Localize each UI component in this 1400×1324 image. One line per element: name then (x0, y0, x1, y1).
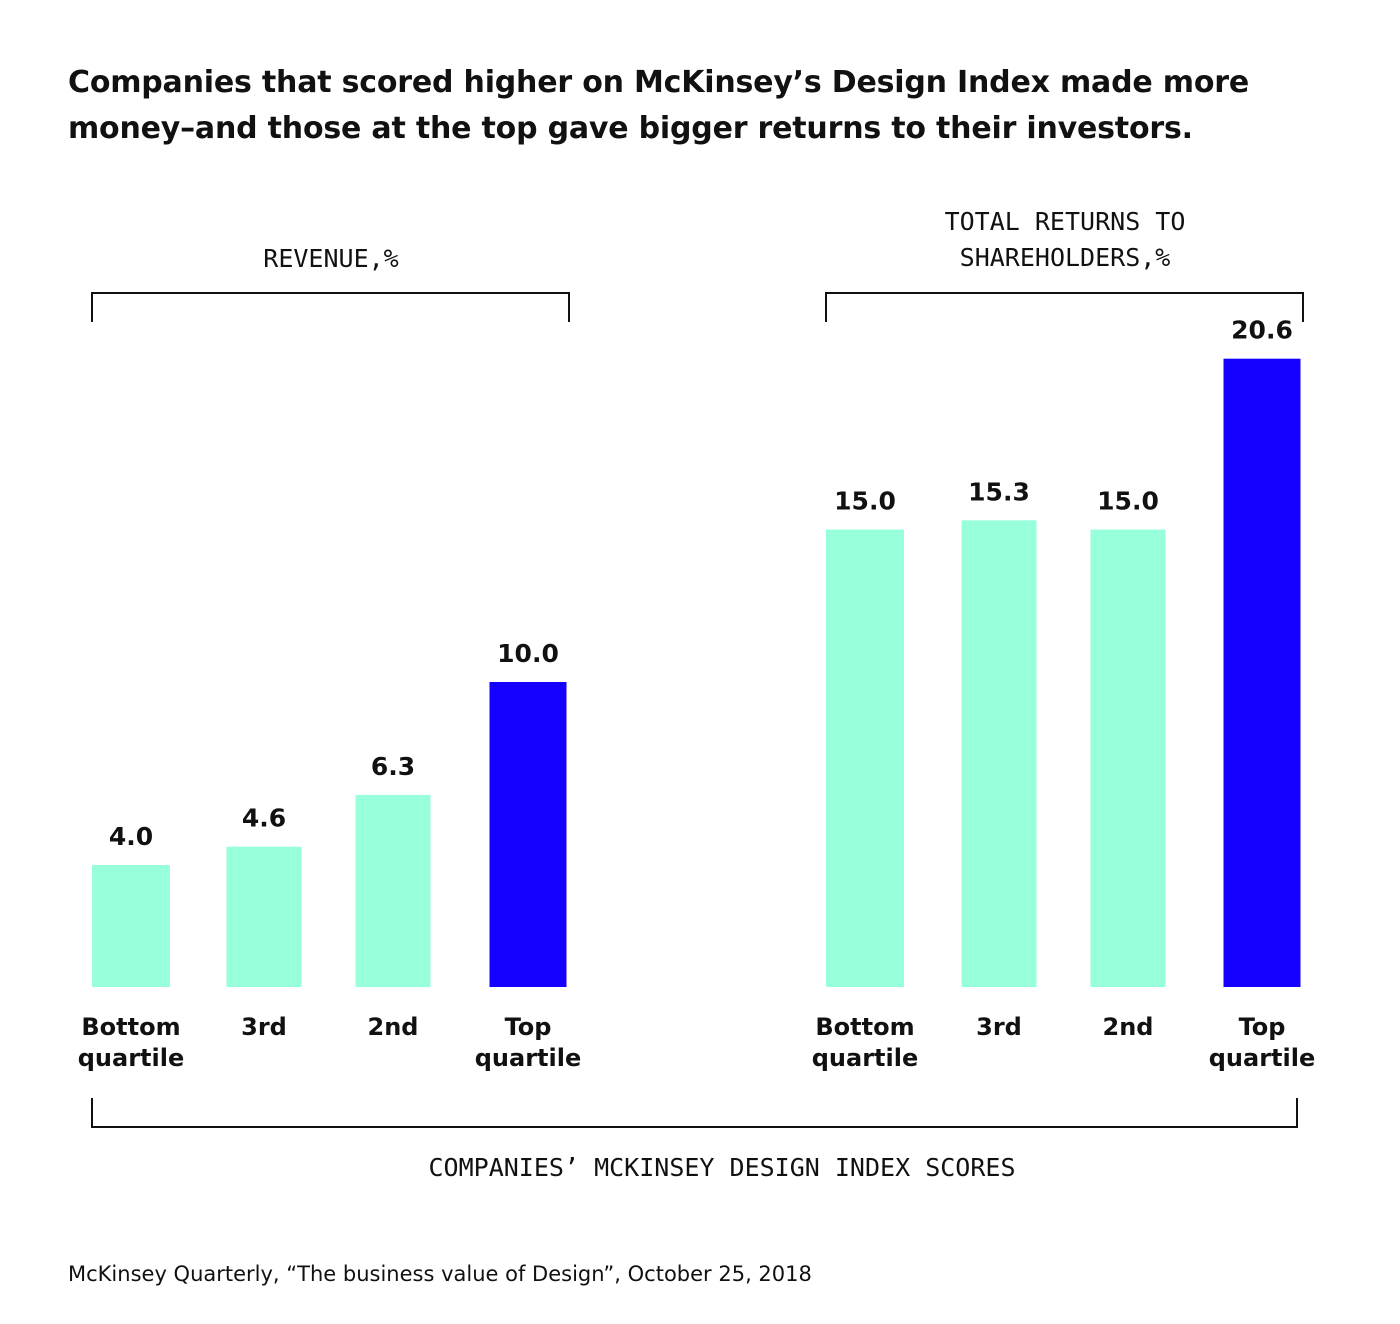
source-note: McKinsey Quarterly, “The business value … (68, 1262, 812, 1286)
shareholder-returns-category-label: Bottom quartile (812, 1013, 919, 1072)
shareholder-returns-category-label: Top quartile (1209, 1013, 1316, 1072)
shareholder-returns-bars: 15.0 Bottom quartile 15.3 3rd 15.0 2nd 20.6 Top q… (812, 316, 1316, 1072)
revenue-category-label-line: Bottom (81, 1013, 180, 1041)
shareholder-returns-category-label: 3rd (976, 1013, 1022, 1041)
revenue-category-label-line: quartile (78, 1044, 185, 1072)
revenue-value-label: 4.6 (242, 804, 286, 833)
shareholder-returns-value-label: 15.0 (1097, 487, 1159, 516)
shareholder-returns-value-label: 15.3 (968, 477, 1030, 506)
revenue-category-label: Top quartile (475, 1013, 582, 1072)
revenue-panel: REVENUE,% 4.0 Bottom quartile 4.6 3rd 6.3 2nd 1… (78, 244, 582, 1072)
revenue-value-label: 10.0 (497, 639, 559, 668)
shareholder-returns-bar (826, 529, 904, 987)
shareholder-returns-panel: TOTAL RETURNS TO SHAREHOLDERS,% 15.0 Botto… (812, 207, 1316, 1072)
x-axis-bracket (91, 1098, 1298, 1128)
revenue-category-label-line: Top (505, 1013, 552, 1041)
chart-title: Companies that scored higher on McKinsey… (68, 65, 1249, 146)
shareholder-returns-category-label-line: Top (1239, 1013, 1286, 1041)
shareholder-returns-title-line: TOTAL RETURNS TO (945, 207, 1186, 236)
shareholder-returns-category-label-line: Bottom (815, 1013, 914, 1041)
revenue-bar (226, 846, 302, 987)
shareholder-returns-category-label-line: quartile (812, 1044, 919, 1072)
revenue-bar (92, 865, 170, 987)
revenue-panel-title: REVENUE,% (263, 244, 398, 273)
revenue-panel-bracket (91, 292, 570, 322)
revenue-category-label-line: 2nd (368, 1013, 419, 1041)
shareholder-returns-bar (1090, 529, 1166, 987)
revenue-category-label-line: quartile (475, 1044, 582, 1072)
revenue-value-label: 6.3 (371, 752, 415, 781)
x-axis-label: COMPANIES’ MCKINSEY DESIGN INDEX SCORES (429, 1153, 1016, 1182)
revenue-bars: 4.0 Bottom quartile 4.6 3rd 6.3 2nd 10.0 Top quar… (78, 639, 582, 1072)
shareholder-returns-panel-title: TOTAL RETURNS TO SHAREHOLDERS,% (945, 207, 1186, 272)
shareholder-returns-panel-bracket (825, 292, 1304, 322)
shareholder-returns-bar (1223, 358, 1301, 987)
revenue-bar (489, 682, 567, 987)
shareholder-returns-category-label-line: quartile (1209, 1044, 1316, 1072)
shareholder-returns-value-label: 20.6 (1231, 316, 1293, 345)
shareholder-returns-category-label-line: 3rd (976, 1013, 1022, 1041)
shareholder-returns-title-line: SHAREHOLDERS,% (960, 243, 1171, 272)
revenue-category-label: Bottom quartile (78, 1013, 185, 1072)
revenue-category-label: 3rd (241, 1013, 287, 1041)
shareholder-returns-bar (961, 520, 1037, 987)
shareholder-returns-value-label: 15.0 (834, 487, 896, 516)
revenue-value-label: 4.0 (109, 822, 153, 851)
revenue-category-label-line: 3rd (241, 1013, 287, 1041)
shareholder-returns-category-label-line: 2nd (1103, 1013, 1154, 1041)
revenue-bar (355, 794, 431, 988)
revenue-category-label: 2nd (368, 1013, 419, 1041)
shareholder-returns-category-label: 2nd (1103, 1013, 1154, 1041)
